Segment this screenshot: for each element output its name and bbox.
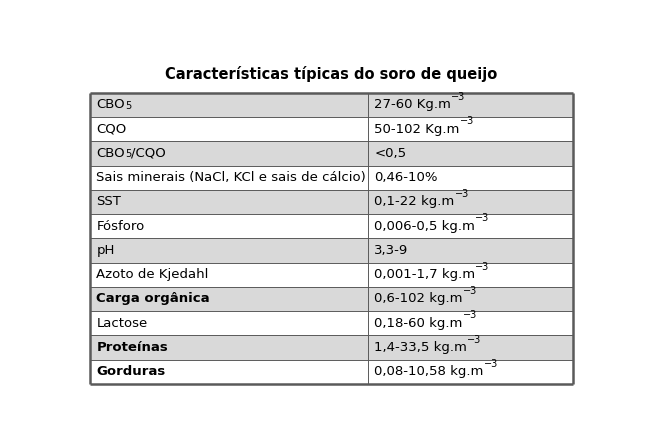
Text: /CQO: /CQO xyxy=(131,147,166,160)
Text: CBO: CBO xyxy=(96,98,125,111)
Bar xyxy=(90,360,368,384)
Bar xyxy=(90,190,368,214)
Text: 0,006-0,5 kg.m: 0,006-0,5 kg.m xyxy=(375,220,476,233)
Text: −3: −3 xyxy=(476,213,490,223)
Text: 3,3-9: 3,3-9 xyxy=(375,244,409,257)
Bar xyxy=(368,263,573,287)
Text: −3: −3 xyxy=(463,286,477,296)
Bar xyxy=(90,263,368,287)
Bar xyxy=(90,166,368,190)
Bar xyxy=(368,166,573,190)
Bar xyxy=(90,141,368,166)
Text: <0,5: <0,5 xyxy=(375,147,406,160)
Text: −3: −3 xyxy=(451,92,465,102)
Text: −3: −3 xyxy=(467,335,481,345)
Bar xyxy=(368,141,573,166)
Text: 27-60 Kg.m: 27-60 Kg.m xyxy=(375,98,451,111)
Text: SST: SST xyxy=(96,195,121,208)
Bar xyxy=(368,117,573,141)
Bar xyxy=(90,238,368,263)
Bar xyxy=(90,335,368,360)
Text: Gorduras: Gorduras xyxy=(96,365,166,378)
Bar xyxy=(368,287,573,311)
Text: 50-102 Kg.m: 50-102 Kg.m xyxy=(375,123,460,136)
Text: Fósforo: Fósforo xyxy=(96,220,145,233)
Text: pH: pH xyxy=(96,244,115,257)
Text: 0,46-10%: 0,46-10% xyxy=(375,171,438,184)
Text: −3: −3 xyxy=(476,262,490,272)
Text: 0,08-10,58 kg.m: 0,08-10,58 kg.m xyxy=(375,365,484,378)
Text: 5: 5 xyxy=(125,149,131,160)
Text: Sais minerais (NaCl, KCl e sais de cálcio): Sais minerais (NaCl, KCl e sais de cálci… xyxy=(96,171,366,184)
Text: Proteínas: Proteínas xyxy=(96,341,168,354)
Bar xyxy=(368,190,573,214)
Text: −3: −3 xyxy=(484,359,498,369)
Text: −3: −3 xyxy=(455,189,469,199)
Text: 0,001-1,7 kg.m: 0,001-1,7 kg.m xyxy=(375,268,476,281)
Text: CQO: CQO xyxy=(96,123,127,136)
Bar xyxy=(368,214,573,238)
Bar xyxy=(368,311,573,335)
Bar xyxy=(368,93,573,117)
Text: 5: 5 xyxy=(125,101,131,111)
Text: 0,18-60 kg.m: 0,18-60 kg.m xyxy=(375,317,463,330)
Text: 0,6-102 kg.m: 0,6-102 kg.m xyxy=(375,292,463,305)
Bar xyxy=(368,238,573,263)
Text: Características típicas do soro de queijo: Características típicas do soro de queij… xyxy=(166,66,498,82)
Text: 0,1-22 kg.m: 0,1-22 kg.m xyxy=(375,195,455,208)
Bar xyxy=(90,117,368,141)
Bar xyxy=(90,287,368,311)
Text: Azoto de Kjedahl: Azoto de Kjedahl xyxy=(96,268,209,281)
Text: −3: −3 xyxy=(463,310,477,320)
Bar xyxy=(90,93,368,117)
Text: CBO: CBO xyxy=(96,147,125,160)
Bar xyxy=(368,360,573,384)
Text: −3: −3 xyxy=(460,116,474,126)
Bar xyxy=(90,311,368,335)
Text: Carga orgânica: Carga orgânica xyxy=(96,292,210,305)
Bar xyxy=(368,335,573,360)
Bar xyxy=(90,214,368,238)
Text: Lactose: Lactose xyxy=(96,317,148,330)
Text: 1,4-33,5 kg.m: 1,4-33,5 kg.m xyxy=(375,341,467,354)
